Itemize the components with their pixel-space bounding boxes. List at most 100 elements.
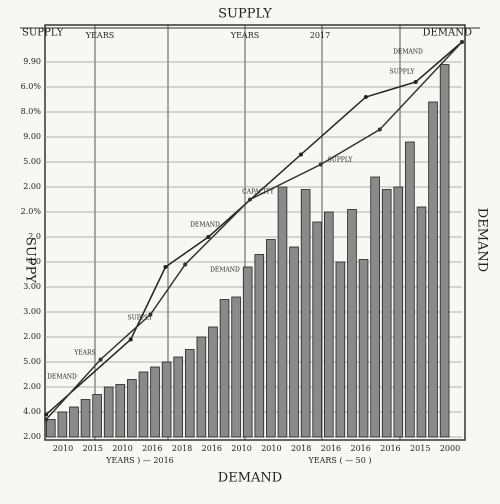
line-point: [44, 412, 49, 417]
line-point: [183, 262, 188, 267]
x-title: DEMAND: [218, 471, 282, 486]
bar: [266, 239, 276, 438]
top-label: 2017: [310, 31, 330, 40]
bar: [138, 371, 149, 438]
annotation: SUPPLY: [128, 315, 154, 322]
annotation: DEMAND: [190, 222, 220, 229]
bar: [300, 189, 311, 438]
y-tick-label: 9.00: [23, 132, 41, 141]
bar: [277, 186, 288, 438]
x-tick-label: 2015: [83, 444, 103, 453]
bar: [115, 384, 126, 438]
corner-label: SUPPLY: [22, 28, 64, 39]
x-tick-label: 2010: [231, 444, 251, 453]
bar: [335, 261, 346, 438]
bar: [196, 336, 207, 438]
bar: [289, 246, 299, 438]
y-tick-label: 2.00: [23, 382, 41, 391]
y-tick-label: 2.00: [23, 182, 41, 191]
bar: [208, 326, 218, 438]
y-tick-label: 2.0: [28, 232, 41, 241]
bar: [242, 266, 253, 438]
y-tick-label: 5.00: [23, 357, 41, 366]
x-tick-label: 2015: [410, 444, 430, 453]
x-tick-label: 2016: [380, 444, 400, 453]
bar: [231, 296, 241, 438]
y-tick-label: 3.00: [23, 282, 41, 291]
bar: [161, 361, 172, 438]
bar: [103, 386, 114, 438]
bar: [45, 419, 56, 438]
y-tick-label: 5.00: [23, 157, 41, 166]
chart-title: SUPPLY: [218, 7, 272, 22]
line-point: [248, 197, 253, 202]
bar: [323, 211, 334, 438]
y-tick-label: 6.0%: [21, 82, 42, 91]
y-tick-label: 3.00: [23, 307, 41, 316]
line-point: [318, 162, 323, 167]
bar: [347, 209, 357, 438]
bar: [184, 349, 195, 438]
annotation: SUPPLY: [390, 69, 416, 76]
bar: [370, 176, 380, 438]
top-label: YEARS: [230, 31, 259, 40]
line-point: [44, 417, 49, 422]
line-point: [206, 235, 211, 239]
bar: [219, 299, 230, 438]
x-tick-label: 2016: [142, 444, 162, 453]
y-tick-label: 8.0%: [21, 107, 42, 116]
y-tick-label: 2.00: [23, 432, 41, 441]
bar: [439, 64, 450, 438]
bar: [393, 186, 404, 438]
annotation: YEARS: [73, 350, 95, 357]
annotation: SUPPLY: [328, 157, 354, 164]
x-tick-label: 2016: [202, 444, 222, 453]
y-title: SUPPY: [23, 237, 38, 283]
line-point: [413, 80, 418, 84]
x-tick-label: 2010: [53, 444, 73, 453]
annotation: DEMAND: [210, 267, 240, 274]
line-point: [163, 265, 168, 269]
line-point: [460, 40, 464, 44]
annotation: DEMAND: [47, 374, 77, 381]
x-tick-label: 2016: [351, 444, 371, 453]
plot-frame: [44, 24, 466, 441]
y-tick-label: 4.00: [23, 407, 41, 416]
x-tick-label: 2010: [112, 444, 132, 453]
line-point: [148, 312, 153, 317]
bar: [312, 221, 323, 438]
bottom-note: YEARS ( — 50 ): [308, 456, 372, 465]
line-point: [128, 337, 133, 342]
y-tick-label: 2.00: [23, 332, 41, 341]
y-tick-label: 9.90: [23, 57, 41, 66]
y-tick-label: 2.0%: [21, 207, 42, 216]
line-point: [298, 152, 303, 157]
y-tick-label: 4.0: [28, 257, 41, 266]
corner-label: DEMAND: [422, 28, 472, 39]
x-tick-label: 2016: [321, 444, 341, 453]
top-label: YEARS: [85, 31, 114, 40]
bottom-note: YEARS ) — 2016: [105, 456, 174, 465]
bar: [358, 259, 369, 438]
bar: [80, 399, 91, 438]
bar: [381, 189, 392, 438]
line-point: [377, 127, 382, 132]
bar: [69, 406, 79, 438]
bar: [173, 356, 184, 438]
y2-title: DEMAND: [475, 208, 490, 272]
bar: [428, 101, 438, 438]
bar: [150, 366, 160, 438]
line-point: [98, 357, 103, 362]
x-tick-label: 2018: [291, 444, 311, 453]
x-tick-label: 2000: [440, 444, 460, 453]
bar: [127, 379, 137, 438]
line-series: [45, 41, 463, 421]
bar: [254, 254, 265, 438]
bar: [92, 394, 102, 438]
x-tick-label: 2018: [172, 444, 192, 453]
annotation: DEMAND: [393, 49, 423, 56]
annotation: CAPACITY: [242, 189, 275, 196]
bar: [405, 141, 415, 438]
x-tick-label: 2010: [261, 444, 281, 453]
